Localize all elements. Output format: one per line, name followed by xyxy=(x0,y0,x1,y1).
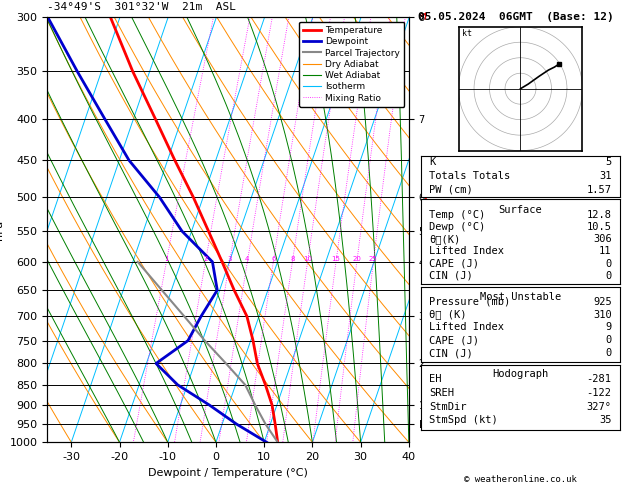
Text: -122: -122 xyxy=(587,388,611,398)
Text: θᴇ (K): θᴇ (K) xyxy=(430,310,467,320)
Text: Most Unstable: Most Unstable xyxy=(480,292,561,302)
Text: 31: 31 xyxy=(599,171,611,181)
Text: 35: 35 xyxy=(599,416,611,425)
Text: SREH: SREH xyxy=(430,388,454,398)
Text: © weatheronline.co.uk: © weatheronline.co.uk xyxy=(464,474,577,484)
Text: K: K xyxy=(430,157,436,167)
Text: 2: 2 xyxy=(203,256,208,262)
Text: 925: 925 xyxy=(593,297,611,307)
Text: 0: 0 xyxy=(605,271,611,281)
Text: CAPE (J): CAPE (J) xyxy=(430,335,479,345)
Text: EH: EH xyxy=(430,374,442,384)
Text: Temp (°C): Temp (°C) xyxy=(430,209,486,220)
Text: 5: 5 xyxy=(605,157,611,167)
Text: 0: 0 xyxy=(605,348,611,358)
Text: CIN (J): CIN (J) xyxy=(430,271,473,281)
Text: 0: 0 xyxy=(605,259,611,268)
Text: Hodograph: Hodograph xyxy=(493,369,548,379)
Text: Dewp (°C): Dewp (°C) xyxy=(430,222,486,232)
Text: CAPE (J): CAPE (J) xyxy=(430,259,479,268)
Text: CIN (J): CIN (J) xyxy=(430,348,473,358)
Text: 10: 10 xyxy=(303,256,312,262)
Text: -34°49'S  301°32'W  21m  ASL: -34°49'S 301°32'W 21m ASL xyxy=(47,2,236,12)
Text: 3: 3 xyxy=(227,256,232,262)
Text: 25: 25 xyxy=(369,256,378,262)
Text: 1.57: 1.57 xyxy=(587,185,611,195)
Text: 6: 6 xyxy=(271,256,276,262)
Text: StmDir: StmDir xyxy=(430,401,467,412)
Text: Pressure (mb): Pressure (mb) xyxy=(430,297,511,307)
Text: Lifted Index: Lifted Index xyxy=(430,322,504,332)
Text: 15: 15 xyxy=(331,256,340,262)
Text: 1: 1 xyxy=(164,256,169,262)
Text: PW (cm): PW (cm) xyxy=(430,185,473,195)
Text: 0: 0 xyxy=(605,335,611,345)
Text: 327°: 327° xyxy=(587,401,611,412)
Text: 4: 4 xyxy=(245,256,250,262)
Legend: Temperature, Dewpoint, Parcel Trajectory, Dry Adiabat, Wet Adiabat, Isotherm, Mi: Temperature, Dewpoint, Parcel Trajectory… xyxy=(299,21,404,107)
Text: 9: 9 xyxy=(605,322,611,332)
Text: Totals Totals: Totals Totals xyxy=(430,171,511,181)
Text: 8: 8 xyxy=(290,256,294,262)
X-axis label: Dewpoint / Temperature (°C): Dewpoint / Temperature (°C) xyxy=(148,468,308,478)
Text: 12.8: 12.8 xyxy=(587,209,611,220)
Y-axis label: hPa: hPa xyxy=(0,220,4,240)
Text: kt: kt xyxy=(462,29,472,38)
Text: 310: 310 xyxy=(593,310,611,320)
Text: StmSpd (kt): StmSpd (kt) xyxy=(430,416,498,425)
Text: 11: 11 xyxy=(599,246,611,256)
Text: 05.05.2024  06GMT  (Base: 12): 05.05.2024 06GMT (Base: 12) xyxy=(418,12,614,22)
Text: Surface: Surface xyxy=(499,205,542,215)
Y-axis label: km
ASL: km ASL xyxy=(439,221,460,239)
Text: Lifted Index: Lifted Index xyxy=(430,246,504,256)
Text: θᴇ(K): θᴇ(K) xyxy=(430,234,460,244)
Text: 20: 20 xyxy=(352,256,361,262)
Text: -281: -281 xyxy=(587,374,611,384)
Text: 10.5: 10.5 xyxy=(587,222,611,232)
Text: 306: 306 xyxy=(593,234,611,244)
